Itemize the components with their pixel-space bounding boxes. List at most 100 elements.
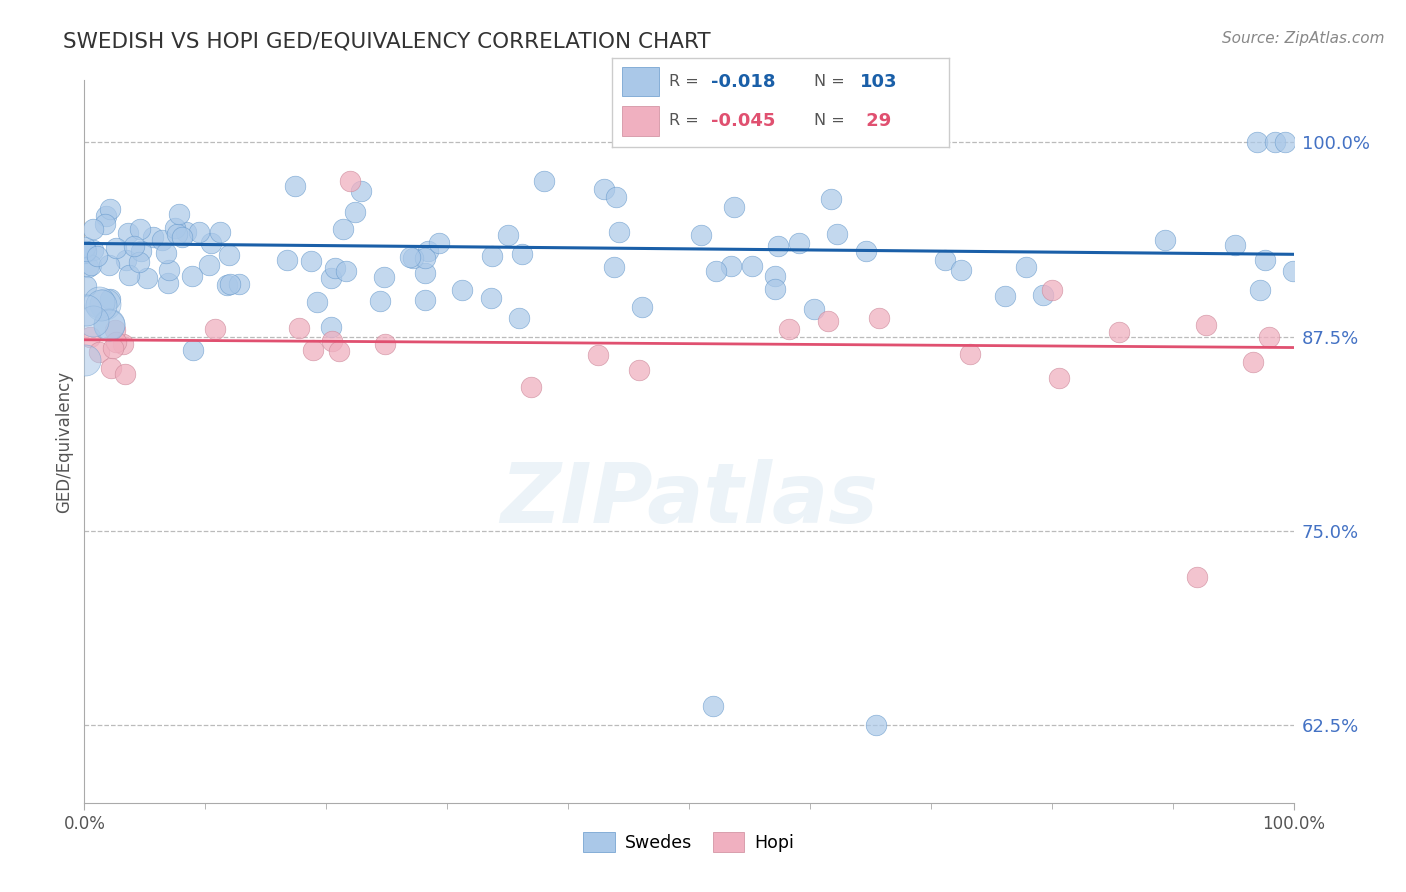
Point — [1264, 136, 1286, 150]
Point — [157, 276, 180, 290]
Point — [79, 329, 101, 343]
Point — [586, 348, 609, 362]
Point — [335, 263, 357, 277]
Point — [142, 230, 165, 244]
Point — [510, 247, 533, 261]
Point — [1223, 238, 1246, 252]
Text: R =: R = — [669, 74, 704, 89]
Point — [1249, 283, 1271, 297]
Point — [368, 294, 391, 309]
Point — [1258, 329, 1281, 343]
Point — [609, 225, 631, 239]
Point — [187, 226, 209, 240]
Text: R =: R = — [669, 113, 704, 128]
Point — [787, 236, 810, 251]
Point — [323, 260, 346, 275]
Point — [766, 239, 789, 253]
Point — [319, 320, 342, 334]
Point — [628, 363, 651, 377]
Point — [299, 253, 322, 268]
Point — [112, 337, 135, 351]
Point — [1195, 318, 1218, 332]
Point — [413, 293, 436, 307]
Point — [1282, 263, 1305, 277]
Point — [117, 227, 139, 241]
Point — [122, 239, 145, 253]
Point — [1274, 136, 1296, 150]
Point — [174, 225, 197, 239]
Point — [170, 230, 193, 244]
Point — [228, 277, 250, 291]
Point — [86, 249, 108, 263]
Point — [865, 718, 887, 732]
Point — [631, 300, 654, 314]
Point — [77, 260, 100, 275]
Point — [75, 279, 97, 293]
Point — [825, 227, 848, 241]
FancyBboxPatch shape — [621, 106, 659, 136]
Point — [413, 252, 436, 266]
Point — [332, 222, 354, 236]
Point — [215, 277, 238, 292]
Point — [181, 268, 204, 283]
Point — [82, 313, 104, 327]
Point — [129, 244, 152, 258]
Point — [741, 259, 763, 273]
Point — [321, 334, 343, 348]
Point — [1108, 326, 1130, 340]
Point — [328, 344, 350, 359]
Point — [763, 282, 786, 296]
Point — [1254, 253, 1277, 268]
Point — [689, 227, 711, 242]
Point — [118, 268, 141, 282]
Point — [520, 380, 543, 394]
Point — [416, 244, 439, 259]
Point — [100, 360, 122, 375]
Point — [73, 245, 96, 260]
Text: -0.018: -0.018 — [711, 72, 776, 91]
Point — [1047, 370, 1070, 384]
Point — [209, 225, 232, 239]
Point — [75, 303, 97, 318]
Point — [169, 207, 191, 221]
Point — [87, 345, 110, 359]
Point — [533, 174, 555, 188]
Point — [593, 182, 616, 196]
Point — [80, 258, 103, 272]
Text: N =: N = — [814, 74, 851, 89]
Point — [94, 217, 117, 231]
Point — [508, 311, 530, 326]
Point — [165, 220, 187, 235]
Point — [723, 200, 745, 214]
Point — [157, 262, 180, 277]
Point — [1246, 136, 1268, 150]
Text: ZIPatlas: ZIPatlas — [501, 458, 877, 540]
Point — [150, 233, 173, 247]
Text: SWEDISH VS HOPI GED/EQUIVALENCY CORRELATION CHART: SWEDISH VS HOPI GED/EQUIVALENCY CORRELAT… — [63, 31, 711, 51]
Point — [276, 253, 298, 268]
Point — [778, 322, 800, 336]
Point — [399, 250, 422, 264]
Point — [283, 178, 305, 193]
Point — [1185, 570, 1208, 584]
Point — [350, 185, 373, 199]
Point — [413, 266, 436, 280]
Point — [129, 221, 152, 235]
Point — [373, 270, 395, 285]
Point — [704, 264, 727, 278]
Point — [136, 271, 159, 285]
Point — [402, 251, 425, 265]
Point — [198, 258, 221, 272]
Point — [803, 301, 825, 316]
Point — [103, 341, 125, 355]
Point — [934, 252, 956, 267]
Point — [98, 317, 121, 331]
Point — [720, 259, 742, 273]
Point — [603, 260, 626, 274]
Point — [90, 298, 112, 312]
Point — [218, 248, 240, 262]
Point — [373, 336, 395, 351]
Text: 103: 103 — [859, 72, 897, 91]
Point — [868, 310, 890, 325]
Point — [481, 249, 503, 263]
